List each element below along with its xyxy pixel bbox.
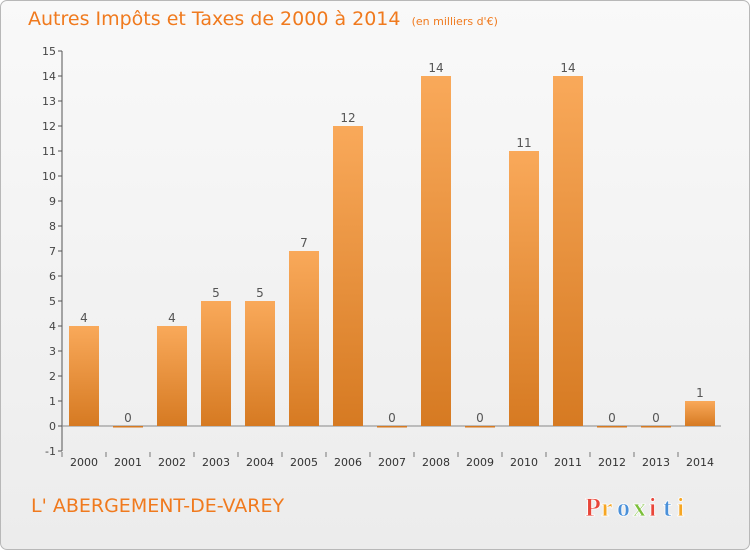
data-label-2012: 0 xyxy=(608,411,616,425)
x-tick-label-2005: 2005 xyxy=(290,456,318,469)
bar-2008 xyxy=(421,76,451,426)
brand-logo-letter: o xyxy=(617,493,630,522)
bar-2013 xyxy=(641,426,671,428)
brand-logo-letter: x xyxy=(633,493,646,522)
y-tick-label: 8 xyxy=(49,220,56,233)
bar-2000 xyxy=(69,326,99,426)
y-tick-label: 2 xyxy=(49,370,56,383)
bar-2010 xyxy=(509,151,539,426)
y-tick-label: 7 xyxy=(49,245,56,258)
y-tick-label: 6 xyxy=(49,270,56,283)
brand-logo-letter: i xyxy=(649,493,656,522)
data-label-2006: 12 xyxy=(340,111,355,125)
data-label-2013: 0 xyxy=(652,411,660,425)
x-tick-label-2006: 2006 xyxy=(334,456,362,469)
y-tick-label: 14 xyxy=(42,70,56,83)
x-tick-label-2008: 2008 xyxy=(422,456,450,469)
data-label-2009: 0 xyxy=(476,411,484,425)
bar-2007 xyxy=(377,426,407,428)
x-tick-label-2010: 2010 xyxy=(510,456,538,469)
bar-layer xyxy=(69,76,715,428)
data-label-2010: 11 xyxy=(516,136,531,150)
brand-logo-letter: r xyxy=(601,493,613,522)
y-tick-label: 1 xyxy=(49,395,56,408)
x-tick-label-2011: 2011 xyxy=(554,456,582,469)
y-tick-label: 5 xyxy=(49,295,56,308)
data-label-2008: 14 xyxy=(428,61,443,75)
x-tick-label-2001: 2001 xyxy=(114,456,142,469)
data-label-2002: 4 xyxy=(168,311,176,325)
data-label-2000: 4 xyxy=(80,311,88,325)
bar-2014 xyxy=(685,401,715,426)
y-tick-label: 4 xyxy=(49,320,56,333)
chart-title: Autres Impôts et Taxes de 2000 à 2014 xyxy=(28,8,401,30)
brand-logo-letter: i xyxy=(677,493,684,522)
y-tick-label: 12 xyxy=(42,120,56,133)
y-tick-label: 11 xyxy=(42,145,56,158)
data-label-2003: 5 xyxy=(212,286,220,300)
x-tick-label-2012: 2012 xyxy=(598,456,626,469)
y-tick-label: 9 xyxy=(49,195,56,208)
x-tick-label-2003: 2003 xyxy=(202,456,230,469)
y-tick-label: 13 xyxy=(42,95,56,108)
bar-2006 xyxy=(333,126,363,426)
chart-title-row: Autres Impôts et Taxes de 2000 à 2014 (e… xyxy=(28,8,498,30)
bar-2009 xyxy=(465,426,495,428)
y-tick-label: 15 xyxy=(42,45,56,58)
data-label-2014: 1 xyxy=(696,386,704,400)
x-tick-label-2004: 2004 xyxy=(246,456,274,469)
bar-2012 xyxy=(597,426,627,428)
bar-2002 xyxy=(157,326,187,426)
bar-2004 xyxy=(245,301,275,426)
chart-unit-note: (en milliers d'€) xyxy=(411,15,498,28)
y-tick-label: 3 xyxy=(49,345,56,358)
y-tick-label: 10 xyxy=(42,170,56,183)
data-label-layer: 4 0 4 5 5 7 12 0 14 0 11 14 0 0 1 xyxy=(80,61,704,425)
brand-logo-letter: P xyxy=(585,493,601,522)
x-tick-label-2009: 2009 xyxy=(466,456,494,469)
data-label-2005: 7 xyxy=(300,236,308,250)
brand-logo-letter: t xyxy=(663,493,672,522)
data-label-2011: 14 xyxy=(560,61,575,75)
data-label-2007: 0 xyxy=(388,411,396,425)
x-tick-label-2014: 2014 xyxy=(686,456,714,469)
y-tick-label: -1 xyxy=(45,445,56,458)
x-tick-label-2000: 2000 xyxy=(70,456,98,469)
data-label-2001: 0 xyxy=(124,411,132,425)
x-tick-label-2013: 2013 xyxy=(642,456,670,469)
x-tick-label-2002: 2002 xyxy=(158,456,186,469)
bar-2003 xyxy=(201,301,231,426)
bar-2005 xyxy=(289,251,319,426)
y-tick-label: 0 xyxy=(49,420,56,433)
commune-name: L' ABERGEMENT-DE-VAREY xyxy=(31,495,285,517)
bar-2011 xyxy=(553,76,583,426)
x-tick-label-2007: 2007 xyxy=(378,456,406,469)
data-label-2004: 5 xyxy=(256,286,264,300)
bar-2001 xyxy=(113,426,143,428)
